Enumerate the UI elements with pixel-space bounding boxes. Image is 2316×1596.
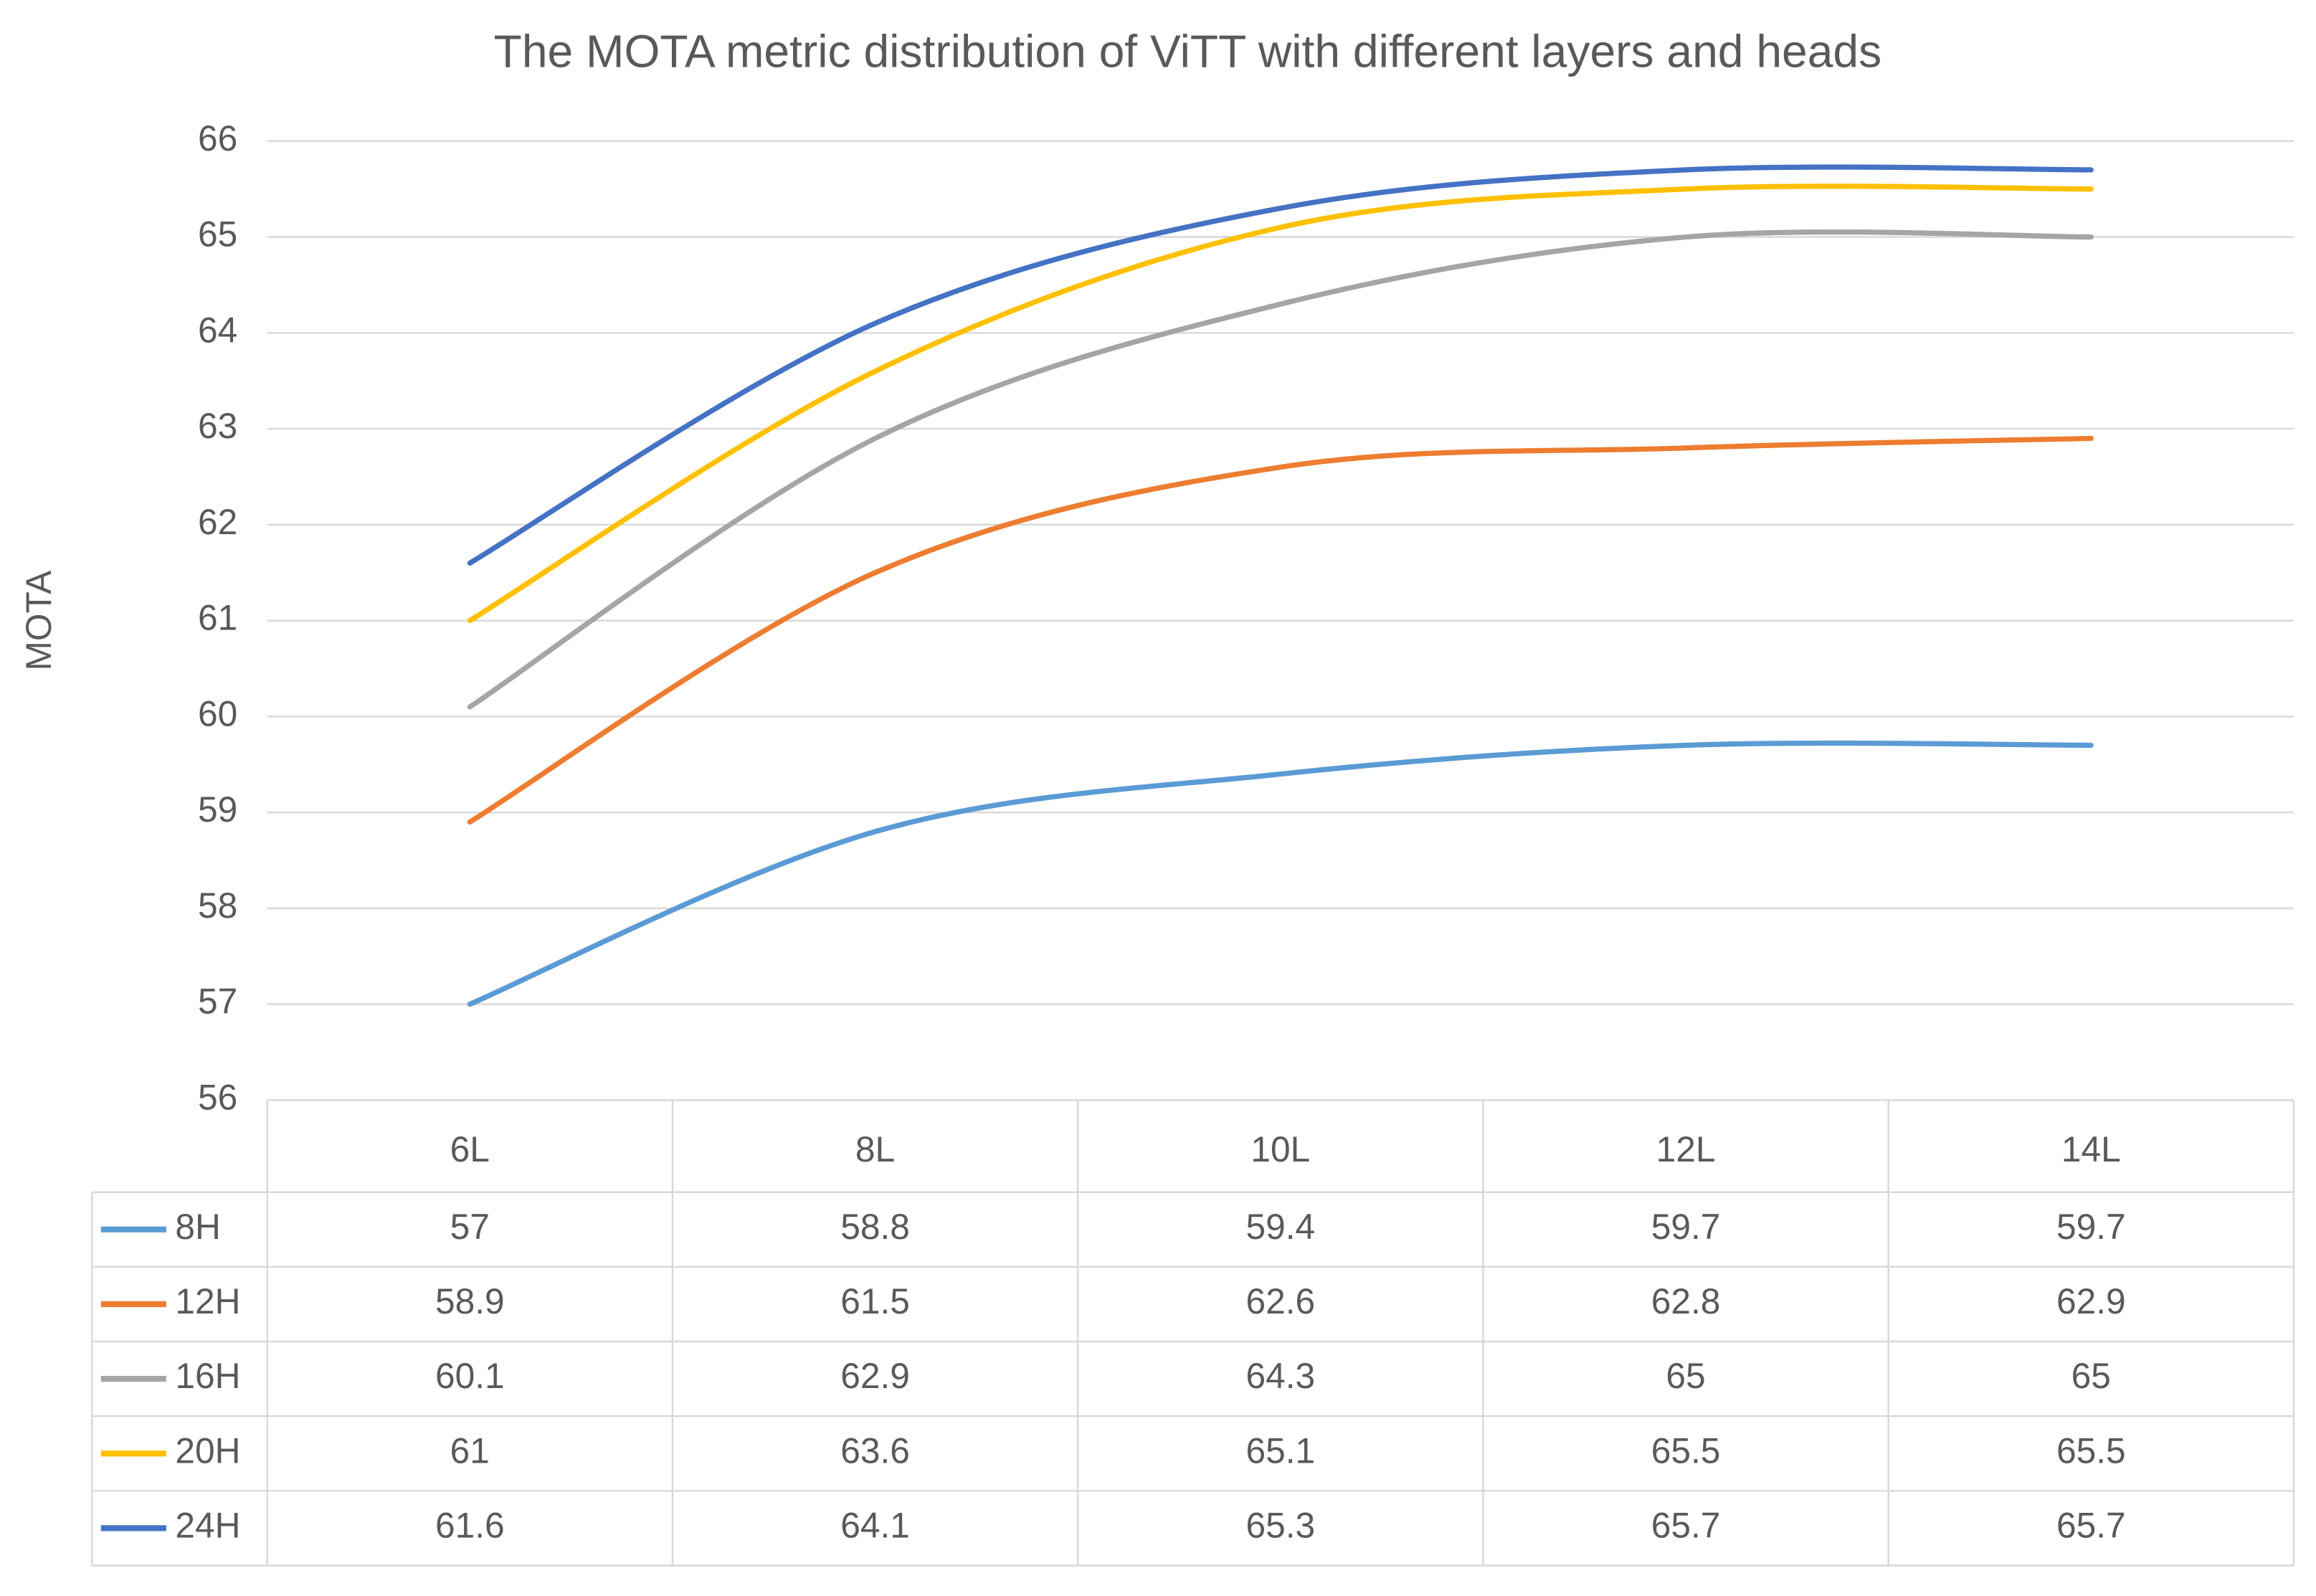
x-tick-label: 14L xyxy=(2061,1129,2121,1169)
legend-label: 12H xyxy=(175,1281,240,1321)
legend-label: 20H xyxy=(175,1430,240,1471)
table-cell: 59.4 xyxy=(1245,1207,1315,1247)
y-tick-label: 60 xyxy=(198,693,237,733)
y-tick-label: 57 xyxy=(198,982,237,1022)
y-tick-label: 59 xyxy=(198,789,237,830)
legend-label: 8H xyxy=(175,1207,221,1247)
table-cell: 65 xyxy=(1666,1356,1705,1396)
table-cell: 65.7 xyxy=(1651,1506,1721,1546)
line-series xyxy=(467,184,2094,624)
line-series xyxy=(467,435,2094,825)
table-cell: 60.1 xyxy=(435,1356,505,1396)
x-tick-label: 6L xyxy=(450,1129,490,1169)
y-tick-label: 62 xyxy=(198,502,237,542)
table-cell: 59.7 xyxy=(1651,1207,1721,1247)
legend-label: 16H xyxy=(175,1356,240,1396)
table-cell: 62.6 xyxy=(1245,1281,1315,1321)
table-cell: 65.5 xyxy=(1651,1430,1721,1471)
table-cell: 59.7 xyxy=(2056,1207,2126,1247)
y-tick-label: 63 xyxy=(198,406,237,446)
table-cell: 64.1 xyxy=(840,1506,910,1546)
y-tick-label: 61 xyxy=(198,598,237,638)
table-cell: 65.3 xyxy=(1245,1506,1315,1546)
x-tick-label: 10L xyxy=(1250,1129,1310,1169)
table-cell: 61 xyxy=(450,1430,490,1471)
line-series xyxy=(467,164,2094,566)
table-cell: 58.9 xyxy=(435,1281,505,1321)
table-cell: 57 xyxy=(450,1207,490,1247)
x-tick-label: 12L xyxy=(1656,1129,1716,1169)
table-cell: 61.5 xyxy=(840,1281,910,1321)
table-cell: 64.3 xyxy=(1245,1356,1315,1396)
y-tick-label: 64 xyxy=(198,310,237,350)
y-tick-label: 58 xyxy=(198,885,237,926)
y-tick-label: 56 xyxy=(198,1077,237,1117)
table-cell: 62.8 xyxy=(1651,1281,1721,1321)
table-cell: 65 xyxy=(2071,1356,2111,1396)
y-axis-label: MOTA xyxy=(19,570,59,671)
legend-label: 24H xyxy=(175,1506,240,1546)
line-series xyxy=(467,740,2094,1007)
line-series xyxy=(467,229,2094,710)
table-cell: 61.6 xyxy=(435,1506,505,1546)
table-cell: 62.9 xyxy=(2056,1281,2126,1321)
table-cell: 58.8 xyxy=(840,1207,910,1247)
table-cell: 65.1 xyxy=(1245,1430,1315,1471)
table-cell: 62.9 xyxy=(840,1356,910,1396)
y-tick-label: 65 xyxy=(198,214,237,255)
table-cell: 63.6 xyxy=(840,1430,910,1471)
table-cell: 65.5 xyxy=(2056,1430,2126,1471)
table-cell: 65.7 xyxy=(2056,1506,2126,1546)
y-tick-label: 66 xyxy=(198,118,237,158)
x-tick-label: 8L xyxy=(855,1129,895,1169)
chart-title: The MOTA metric distribution of ViTT wit… xyxy=(494,26,1882,77)
